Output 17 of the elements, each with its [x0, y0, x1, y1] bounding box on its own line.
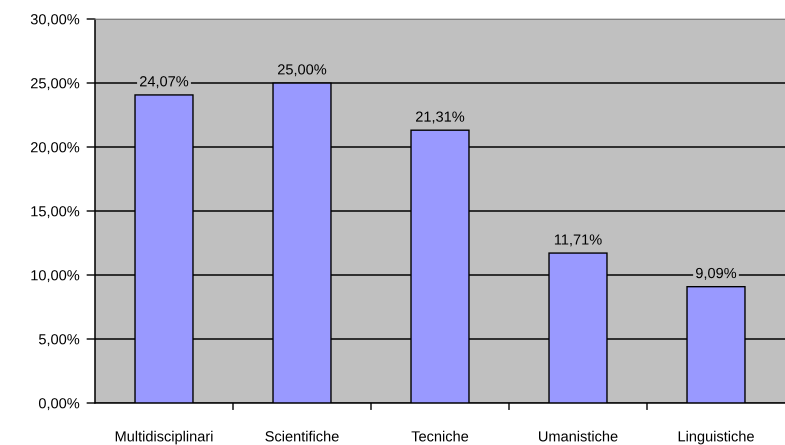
x-tick-label: Multidisciplinari	[116, 430, 212, 444]
data-label: 11,71%	[554, 234, 602, 246]
data-label: 9,09%	[696, 268, 736, 280]
y-tick-label: 30,00%	[30, 14, 80, 26]
y-tick-label: 10,00%	[31, 270, 80, 282]
x-tick-label: Scientifiche	[265, 430, 339, 442]
data-label: 21,31%	[416, 111, 464, 124]
y-tick-label: 25,00%	[31, 78, 80, 90]
y-tick-label: 5,00%	[38, 334, 80, 346]
x-tick-label: Tecniche	[412, 430, 468, 442]
data-label: 24,07%	[140, 76, 188, 88]
y-tick-label: 20,00%	[31, 142, 80, 154]
y-tick-label: 15,00%	[31, 206, 80, 218]
x-tick-label: Linguistiche	[678, 430, 754, 444]
y-tick-label: 0,00%	[38, 398, 80, 410]
x-tick-label: Umanistiche	[539, 430, 618, 442]
data-label: 25,00%	[278, 64, 326, 76]
